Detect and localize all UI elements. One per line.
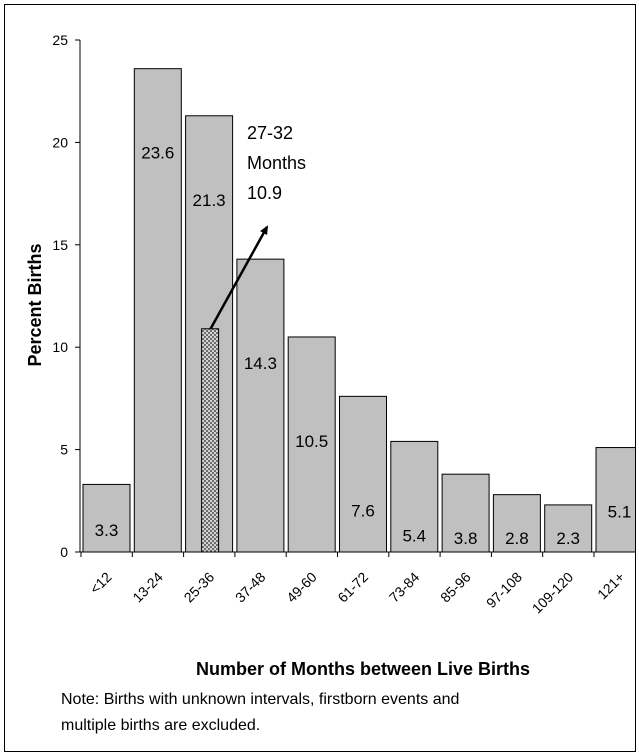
footnote-line-2: multiple births are excluded. — [61, 717, 261, 734]
data-label-49-60: 10.5 — [295, 432, 328, 451]
x-tick-label-13-24: 13-24 — [129, 569, 166, 606]
bar-61-72 — [339, 395, 387, 553]
data-label-85-96: 3.8 — [454, 529, 478, 548]
bar-chart: 3.3 23.6 21.3 14.3 10.5 7.6 5.4 3.8 2.8 2.3 5.1 0 5… — [25, 32, 635, 679]
annotation-line-2: Months — [247, 153, 306, 173]
y-ticks-layer: 0 5 10 15 20 25 — [52, 32, 80, 560]
y-tick-label-0: 0 — [60, 544, 68, 560]
bar-85-96 — [441, 473, 490, 553]
x-axis-title: Number of Months between Live Births — [196, 659, 530, 679]
x-tick-label-25-36: 25-36 — [181, 569, 218, 606]
annotation-arrow — [209, 225, 269, 330]
x-tick-label-73-84: 73-84 — [386, 569, 423, 606]
data-label-121: 5.1 — [608, 503, 632, 522]
x-tick-label-85-96: 85-96 — [437, 569, 474, 606]
annotation-line-3: 10.9 — [247, 183, 282, 203]
highlight-bar-27-32 — [201, 328, 220, 553]
x-tick-label-109-120: 109-120 — [529, 569, 577, 617]
data-label-13-24: 23.6 — [141, 144, 174, 163]
bar-49-60 — [287, 336, 336, 553]
bar-12 — [82, 483, 131, 553]
bar-13-24 — [133, 68, 182, 553]
data-label-97-108: 2.8 — [505, 529, 529, 548]
x-tick-label-121: 121+ — [594, 569, 628, 603]
x-categories-layer: <12 13-24 25-36 37-48 49-60 61-72 73-84 85-96 97… — [80, 552, 628, 617]
y-axis-title: Percent Births — [25, 243, 45, 366]
x-tick-label-49-60: 49-60 — [283, 569, 320, 606]
data-label-109-120: 2.3 — [556, 529, 580, 548]
y-tick-label-20: 20 — [52, 134, 68, 150]
data-label-61-72: 7.6 — [351, 501, 375, 520]
data-label-73-84: 5.4 — [402, 526, 426, 545]
x-tick-label-97-108: 97-108 — [483, 569, 525, 611]
chart-frame: 3.3 23.6 21.3 14.3 10.5 7.6 5.4 3.8 2.8 2.3 5.1 0 5… — [4, 4, 636, 752]
y-tick-label-5: 5 — [60, 442, 68, 458]
y-tick-label-15: 15 — [52, 237, 68, 253]
x-tick-label-61-72: 61-72 — [334, 569, 371, 606]
bar-109-120 — [544, 504, 593, 553]
data-label-12: 3.3 — [95, 521, 119, 540]
x-tick-label-12: <12 — [87, 569, 115, 597]
x-tick-label-37-48: 37-48 — [232, 569, 269, 606]
data-labels-layer: 3.3 23.6 21.3 14.3 10.5 7.6 5.4 3.8 2.8 2.3 5.1 — [95, 144, 632, 548]
bars-layer — [82, 68, 635, 553]
footnote: Note: Births with unknown intervals, fir… — [61, 687, 621, 739]
data-label-37-48: 14.3 — [244, 354, 277, 373]
footnote-line-1: Note: Births with unknown intervals, fir… — [61, 691, 460, 708]
bar-121 — [595, 447, 635, 553]
bar-37-48 — [236, 258, 285, 553]
y-tick-label-25: 25 — [52, 32, 68, 48]
y-tick-label-10: 10 — [52, 339, 68, 355]
bar-73-84 — [390, 440, 439, 553]
data-label-25-36: 21.3 — [193, 191, 226, 210]
annotation-line-1: 27-32 — [247, 123, 293, 143]
